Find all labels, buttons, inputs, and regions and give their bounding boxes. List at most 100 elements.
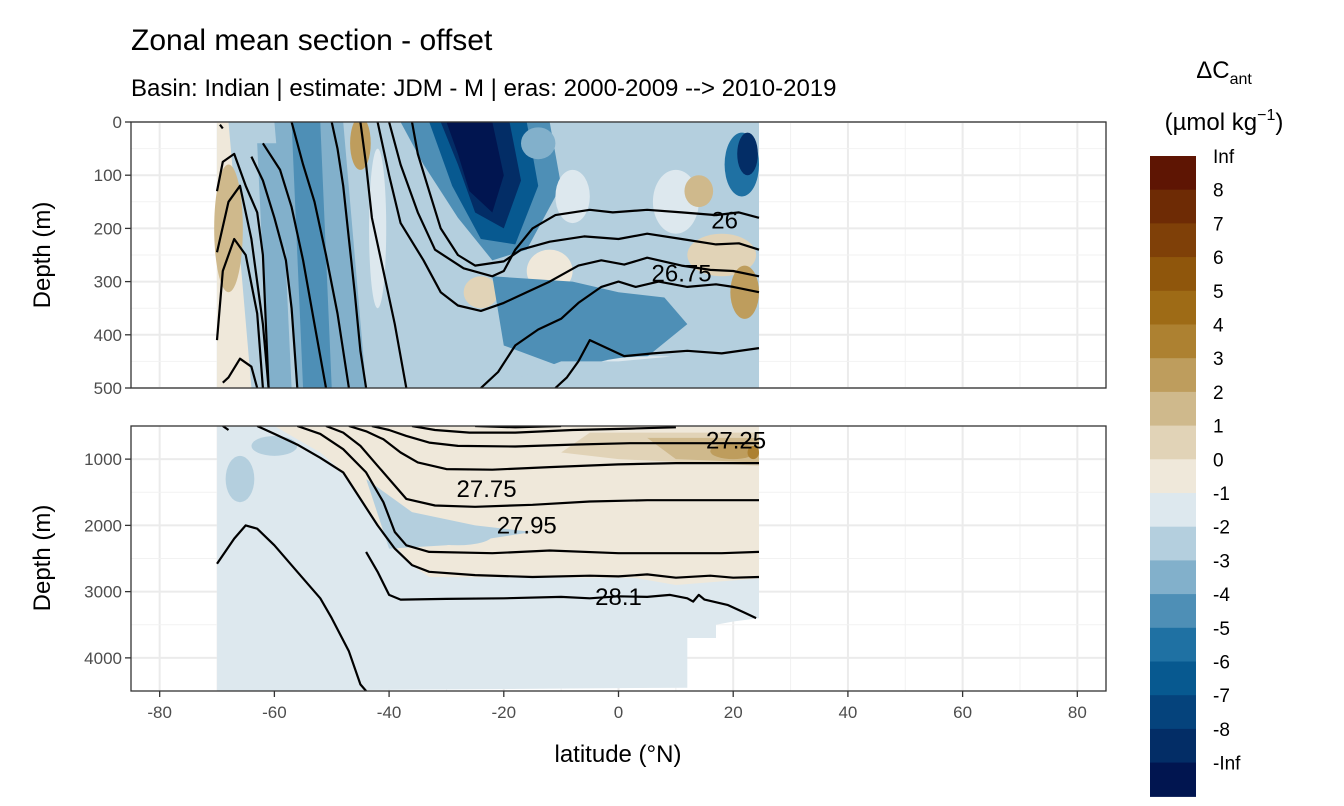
legend-swatch: [1150, 560, 1196, 595]
legend-swatch: [1150, 189, 1196, 224]
legend-swatch: [1150, 223, 1196, 258]
legend-label: 8: [1213, 181, 1224, 202]
chart-title: Zonal mean section - offset: [131, 24, 493, 57]
legend-label: 3: [1213, 349, 1224, 370]
offset-field: [217, 426, 760, 691]
chart-subtitle: Basin: Indian | estimate: JDM - M | eras…: [131, 75, 837, 102]
legend-units-sup: −1: [1257, 107, 1275, 124]
offset-region: [214, 164, 243, 293]
isopycnal-line: [215, 237, 264, 388]
y-axis-label-lower: Depth (m): [29, 505, 56, 612]
isopycnals: [216, 426, 760, 691]
legend-swatch: [1150, 156, 1196, 191]
x-tick-label: -40: [377, 703, 402, 722]
legend-swatch: [1150, 459, 1196, 494]
y-tick-label: 2000: [84, 516, 122, 535]
isopycnal-line: [222, 357, 259, 388]
isopycnal-line: [330, 122, 368, 388]
isopycnal-line: [371, 426, 759, 448]
contour-label: 27.95: [497, 512, 557, 539]
isopycnal-line: [376, 122, 760, 312]
offset-region: [463, 276, 499, 309]
offset-region: [369, 148, 387, 309]
legend-units-prefix: (µmol kg: [1165, 109, 1258, 136]
offset-region: [730, 265, 760, 319]
isopycnal-line: [410, 122, 760, 267]
isopycnal-line: [554, 339, 760, 388]
panel-lower: 27.25 27.75 27.95 28.1 1000 2000 3000 4000 -80 -6…: [84, 425, 1107, 722]
legend-label: 1: [1213, 417, 1224, 438]
offset-region: [251, 435, 298, 456]
x-tick-label: 40: [838, 703, 857, 722]
x-tick-label: -80: [147, 703, 172, 722]
y-axis-label-upper: Depth (m): [29, 202, 56, 309]
isopycnal-line: [388, 122, 760, 278]
panel-upper: 26 26.75 0 100 200 300 400 500: [94, 113, 1107, 398]
y-tick-label: 0: [113, 113, 122, 132]
isopycnal-line: [480, 280, 760, 388]
contour-label: 26: [711, 207, 738, 234]
offset-region: [423, 525, 493, 546]
legend-swatch: [1150, 425, 1196, 460]
isopycnal-line: [348, 426, 759, 471]
offset-region: [521, 127, 556, 160]
legend-swatch: [1150, 728, 1196, 764]
offset-region: [366, 479, 533, 549]
legend-swatch: [1150, 526, 1196, 561]
offset-region: [492, 276, 688, 367]
legend-title-main: ΔC: [1196, 57, 1229, 84]
legend-label: -Inf: [1213, 754, 1241, 775]
isopycnal-line: [296, 426, 760, 555]
offset-region: [291, 122, 332, 388]
y-tick-label: 300: [94, 273, 122, 292]
isopycnal-line: [216, 524, 367, 691]
legend-title: ΔCant: [1196, 57, 1252, 88]
legend-label: -1: [1213, 484, 1230, 505]
legend-swatch: [1150, 695, 1196, 730]
legend-label: 7: [1213, 214, 1224, 235]
legend-swatch: [1150, 324, 1196, 359]
legend-label: -7: [1213, 686, 1230, 707]
contour-label: 26.75: [652, 261, 712, 288]
legend-label: -6: [1213, 653, 1230, 674]
y-tick-label: 200: [94, 219, 122, 238]
y-tick-label: 500: [94, 379, 122, 398]
contour-label: 27.75: [457, 476, 517, 503]
legend-label: -5: [1213, 619, 1230, 640]
legend: ΔCant (µmol kg−1) Inf 8 7 6 5 4 3 2 1 0 -1 -2 -3 -4 -5…: [1150, 57, 1283, 797]
legend-swatch: [1150, 594, 1196, 629]
isopycnal-line: [215, 152, 270, 388]
isopycnal-line: [215, 184, 270, 388]
offset-region: [257, 143, 292, 388]
contour-label: 27.25: [706, 428, 766, 455]
offset-region: [555, 169, 590, 224]
isopycnal-line: [256, 426, 760, 579]
legend-swatch: [1150, 358, 1196, 393]
offset-region: [684, 175, 714, 208]
legend-label: 4: [1213, 316, 1224, 337]
x-tick-label: 80: [1068, 703, 1087, 722]
offset-region: [492, 356, 760, 388]
isopycnal-line: [261, 142, 328, 388]
isopycnal-line: [290, 122, 350, 388]
offset-region: [225, 455, 255, 503]
legend-label: -3: [1213, 551, 1230, 572]
panels: 2626.75010020030040050027.2527.7527.9528…: [84, 113, 1107, 722]
isopycnal-line: [325, 426, 759, 508]
offset-region: [747, 445, 760, 460]
legend-swatch: [1150, 391, 1196, 427]
y-tick-label: 3000: [84, 583, 122, 602]
legend-label: -4: [1213, 585, 1230, 606]
isopycnals: [215, 122, 760, 388]
isopycnal-line: [219, 124, 224, 130]
legend-label: -8: [1213, 720, 1230, 741]
x-tick-label: 20: [724, 703, 743, 722]
x-axis-label: latitude (°N): [555, 741, 682, 768]
y-tick-label: 1000: [84, 450, 122, 469]
x-tick-label: 60: [953, 703, 972, 722]
y-tick-label: 400: [94, 326, 122, 345]
isopycnal-line: [411, 426, 676, 434]
legend-label: Inf: [1213, 147, 1235, 168]
legend-label: -2: [1213, 518, 1230, 539]
